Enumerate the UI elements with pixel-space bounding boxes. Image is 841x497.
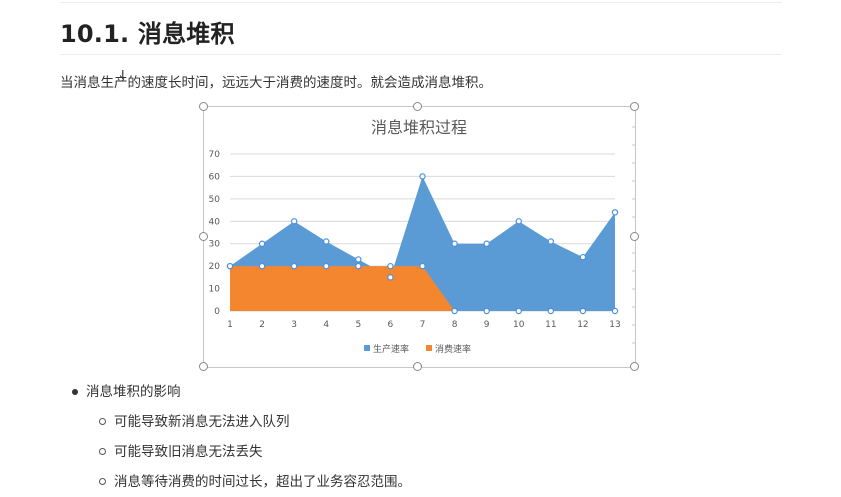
x-tick-label: 6 [388, 320, 394, 330]
area-series-2 [230, 266, 615, 311]
intro-paragraph: 当消息生产的速度长时间，远远大于消费的速度时。就会造成消息堆积。 [60, 75, 492, 91]
data-point [258, 240, 266, 247]
resize-handle-top-middle[interactable] [413, 102, 422, 111]
text-cursor-icon: I [121, 68, 125, 82]
data-point [290, 218, 298, 225]
resize-handle-bottom-left[interactable] [199, 362, 208, 371]
bullet-label: 消息堆积的影响 [86, 384, 181, 400]
data-point [323, 262, 330, 270]
sub-bullet-item: 可能导致旧消息无法丢失 [60, 437, 760, 467]
heading-divider [60, 54, 782, 55]
x-tick-label: 7 [420, 320, 426, 330]
y-tick-label: 30 [209, 240, 221, 250]
bullet-item: 消息堆积的影响 可能导致新消息无法进入队列 可能导致旧消息无法丢失 消息等待消费… [60, 382, 411, 490]
x-tick-label: 8 [452, 320, 458, 330]
data-point [290, 262, 298, 270]
data-point [547, 307, 555, 315]
chart-title: 消息堆积过程 [371, 118, 467, 137]
resize-handle-middle-left[interactable] [199, 232, 208, 241]
y-tick-label: 20 [209, 262, 221, 272]
x-tick-label: 3 [291, 320, 297, 330]
chart-image[interactable]: 消息堆积过程 0 10 20 30 40 50 60 70 1 2 3 4 5 6 7 8 9 10 11 12 13 生产… [203, 106, 636, 368]
top-divider [60, 2, 782, 3]
data-point [451, 307, 458, 315]
legend-swatch [426, 345, 432, 351]
resize-handle-top-left[interactable] [199, 102, 208, 111]
data-point [323, 238, 330, 245]
sub-bullet-item: 消息等待消费的时间过长，超出了业务容忍范围。 [60, 467, 760, 497]
section-heading: 10.1. 消息堆积 [60, 20, 235, 48]
data-point [547, 238, 555, 245]
x-tick-label: 12 [577, 320, 588, 330]
x-tick-label: 11 [545, 320, 556, 330]
data-point [419, 173, 426, 180]
data-point [451, 240, 458, 247]
data-point [258, 262, 266, 270]
data-point [483, 307, 490, 315]
sub-bullet-list: 可能导致新消息无法进入队列 可能导致旧消息无法丢失 消息等待消费的时间过长，超出… [60, 407, 760, 497]
x-tick-label: 2 [259, 320, 265, 330]
data-point [611, 307, 619, 315]
x-tick-label: 5 [355, 320, 361, 330]
legend-label: 生产速率 [373, 343, 409, 355]
y-tick-label: 50 [209, 195, 221, 205]
data-point [355, 262, 362, 270]
resize-handle-middle-right[interactable] [630, 232, 639, 241]
data-point [387, 262, 394, 270]
resize-handle-top-right[interactable] [630, 102, 639, 111]
y-tick-label: 10 [209, 285, 221, 295]
x-tick-label: 9 [484, 320, 490, 330]
data-point [483, 240, 490, 247]
y-tick-label: 70 [209, 150, 221, 160]
data-point [419, 262, 426, 270]
data-point [387, 274, 394, 281]
x-tick-label: 4 [323, 320, 329, 330]
data-point [355, 256, 362, 263]
legend-label: 消费速率 [435, 343, 471, 355]
x-tick-label: 10 [513, 320, 525, 330]
data-point [611, 209, 619, 216]
y-tick-label: 0 [214, 307, 220, 317]
sub-bullet-item: 可能导致新消息无法进入队列 [60, 407, 760, 437]
resize-handle-bottom-right[interactable] [630, 362, 639, 371]
bullet-list: 消息堆积的影响 可能导致新消息无法进入队列 可能导致旧消息无法丢失 消息等待消费… [60, 382, 411, 490]
y-tick-label: 40 [209, 217, 221, 227]
data-point [515, 218, 522, 225]
legend-swatch [364, 345, 370, 351]
resize-handle-bottom-middle[interactable] [413, 362, 422, 371]
data-point [579, 253, 587, 261]
data-point [579, 307, 587, 315]
data-point [515, 307, 522, 315]
x-tick-label: 13 [609, 320, 620, 330]
x-tick-label: 1 [227, 320, 233, 330]
data-point [226, 262, 234, 270]
y-tick-label: 60 [209, 172, 221, 182]
